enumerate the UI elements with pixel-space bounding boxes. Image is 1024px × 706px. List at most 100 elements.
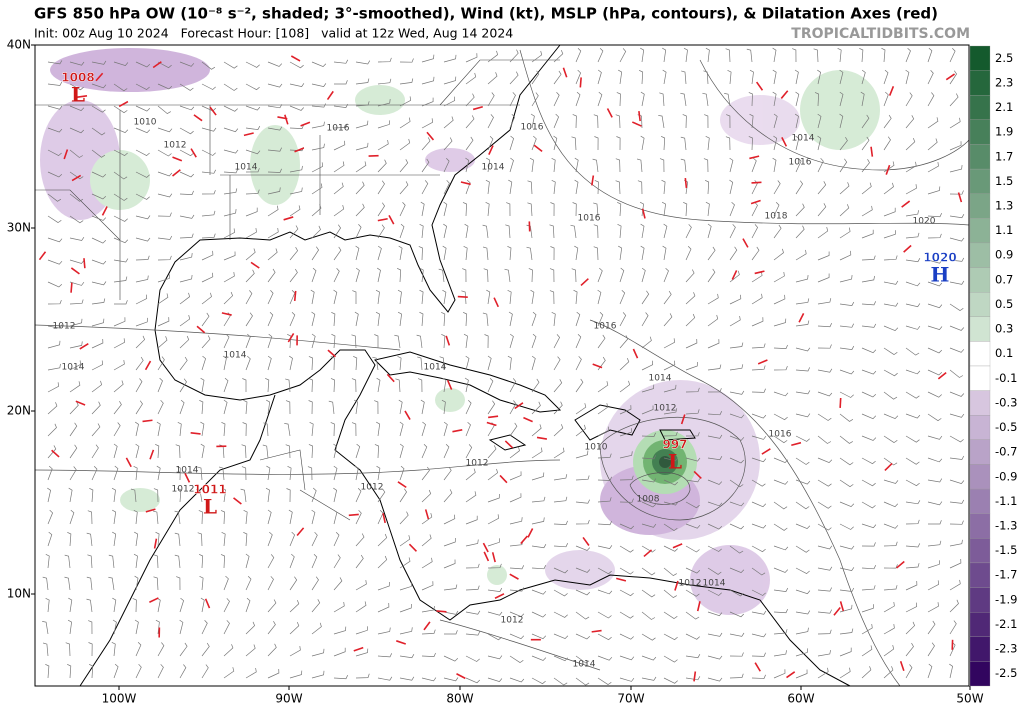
wind-barb	[531, 611, 547, 618]
wind-barb	[683, 201, 688, 217]
wind-barb	[311, 509, 316, 525]
wind-barb	[487, 92, 495, 107]
wind-barb	[861, 275, 875, 283]
wind-barb	[421, 421, 426, 437]
wind-barb	[773, 587, 789, 592]
wind-barb	[156, 465, 161, 481]
wind-barb	[242, 422, 247, 437]
wind-barb	[729, 413, 745, 419]
wind-barb	[509, 587, 525, 592]
wind-barb	[69, 341, 83, 349]
wind-barb	[179, 171, 195, 178]
wind-barb	[220, 554, 225, 569]
wind-barb	[861, 301, 877, 306]
lon-label: 50W	[956, 692, 983, 706]
dilatation-axis	[446, 379, 453, 390]
center-symbol: L	[668, 450, 682, 474]
dilatation-axis	[294, 147, 305, 153]
wind-barb	[905, 435, 920, 443]
wind-barb	[839, 545, 855, 550]
wind-barb	[179, 642, 188, 657]
wind-barb	[91, 259, 107, 265]
wind-barb	[289, 531, 296, 547]
lon-label: 90W	[275, 692, 302, 706]
wind-barb	[509, 611, 525, 618]
wind-barb	[68, 597, 73, 613]
wind-barb	[485, 201, 490, 217]
wind-barb	[465, 136, 474, 151]
wind-barb	[570, 224, 577, 239]
wind-barb	[69, 61, 85, 66]
wind-barb	[355, 203, 365, 217]
contour-label: 1012	[172, 485, 195, 495]
wind-barb	[289, 105, 305, 111]
wind-barb	[883, 136, 891, 151]
contour-label: 1010	[134, 118, 157, 128]
contour-label: 1014	[649, 374, 672, 384]
dilatation-axis	[348, 513, 359, 517]
contour-label: 1012	[361, 483, 384, 493]
wind-barb	[751, 523, 767, 529]
wind-barb	[549, 224, 555, 239]
colorbar-box	[969, 439, 991, 465]
wind-barb	[928, 520, 942, 525]
wind-barb	[619, 611, 634, 619]
wind-barb	[729, 315, 741, 327]
wind-barb	[135, 400, 143, 415]
wind-barb	[641, 523, 657, 528]
wind-barb	[333, 224, 342, 239]
wind-barb	[399, 181, 409, 195]
wind-barb	[509, 71, 519, 85]
wind-barb	[751, 202, 758, 217]
dilatation-axis	[509, 573, 519, 580]
lat-label: 40N	[7, 38, 31, 52]
contour-label: 1012	[466, 459, 489, 469]
wind-barb	[377, 627, 391, 635]
wind-barb	[67, 663, 72, 679]
contour-label: 1012	[501, 616, 524, 626]
wind-barb	[179, 378, 187, 393]
dilatation-axis	[404, 410, 411, 420]
wind-barb	[817, 135, 822, 151]
wind-barb	[949, 499, 965, 504]
dilatation-axis	[486, 421, 497, 427]
wind-barb	[905, 47, 911, 63]
wind-barb	[839, 137, 848, 151]
wind-barb	[355, 648, 369, 657]
wind-barb	[707, 456, 723, 461]
wind-barb	[156, 421, 161, 437]
wind-barb	[639, 201, 644, 217]
wind-barb	[795, 457, 810, 465]
wind-barb	[949, 141, 962, 151]
wind-barb	[615, 180, 621, 195]
wind-barb	[465, 115, 475, 129]
wind-barb	[529, 157, 534, 173]
wind-barb	[199, 399, 204, 415]
wind-barb	[817, 587, 833, 592]
wind-barb	[377, 602, 390, 613]
center-pressure: 1011	[193, 483, 226, 497]
wind-barb	[417, 378, 423, 393]
wind-barb	[483, 246, 489, 261]
wind-barb	[311, 121, 325, 129]
wind-barb	[267, 83, 283, 88]
wind-barb	[354, 399, 359, 415]
wind-barb	[443, 489, 453, 503]
wind-barb	[795, 91, 800, 107]
wind-barb	[509, 422, 518, 437]
wind-barb	[619, 655, 635, 661]
dilatation-axis	[533, 144, 543, 153]
wind-barb	[705, 201, 710, 217]
wind-barb	[377, 224, 385, 239]
lon-label: 60W	[787, 692, 814, 706]
wind-barb	[531, 333, 537, 349]
contour-label: 1014	[224, 351, 247, 361]
wind-barb	[157, 105, 171, 115]
wind-barb	[267, 311, 274, 327]
wind-barb	[638, 69, 644, 85]
wind-barb	[817, 413, 832, 421]
wind-barb	[509, 157, 514, 173]
wind-barb	[421, 581, 434, 591]
colorbar-label: -1.3	[995, 519, 1017, 533]
